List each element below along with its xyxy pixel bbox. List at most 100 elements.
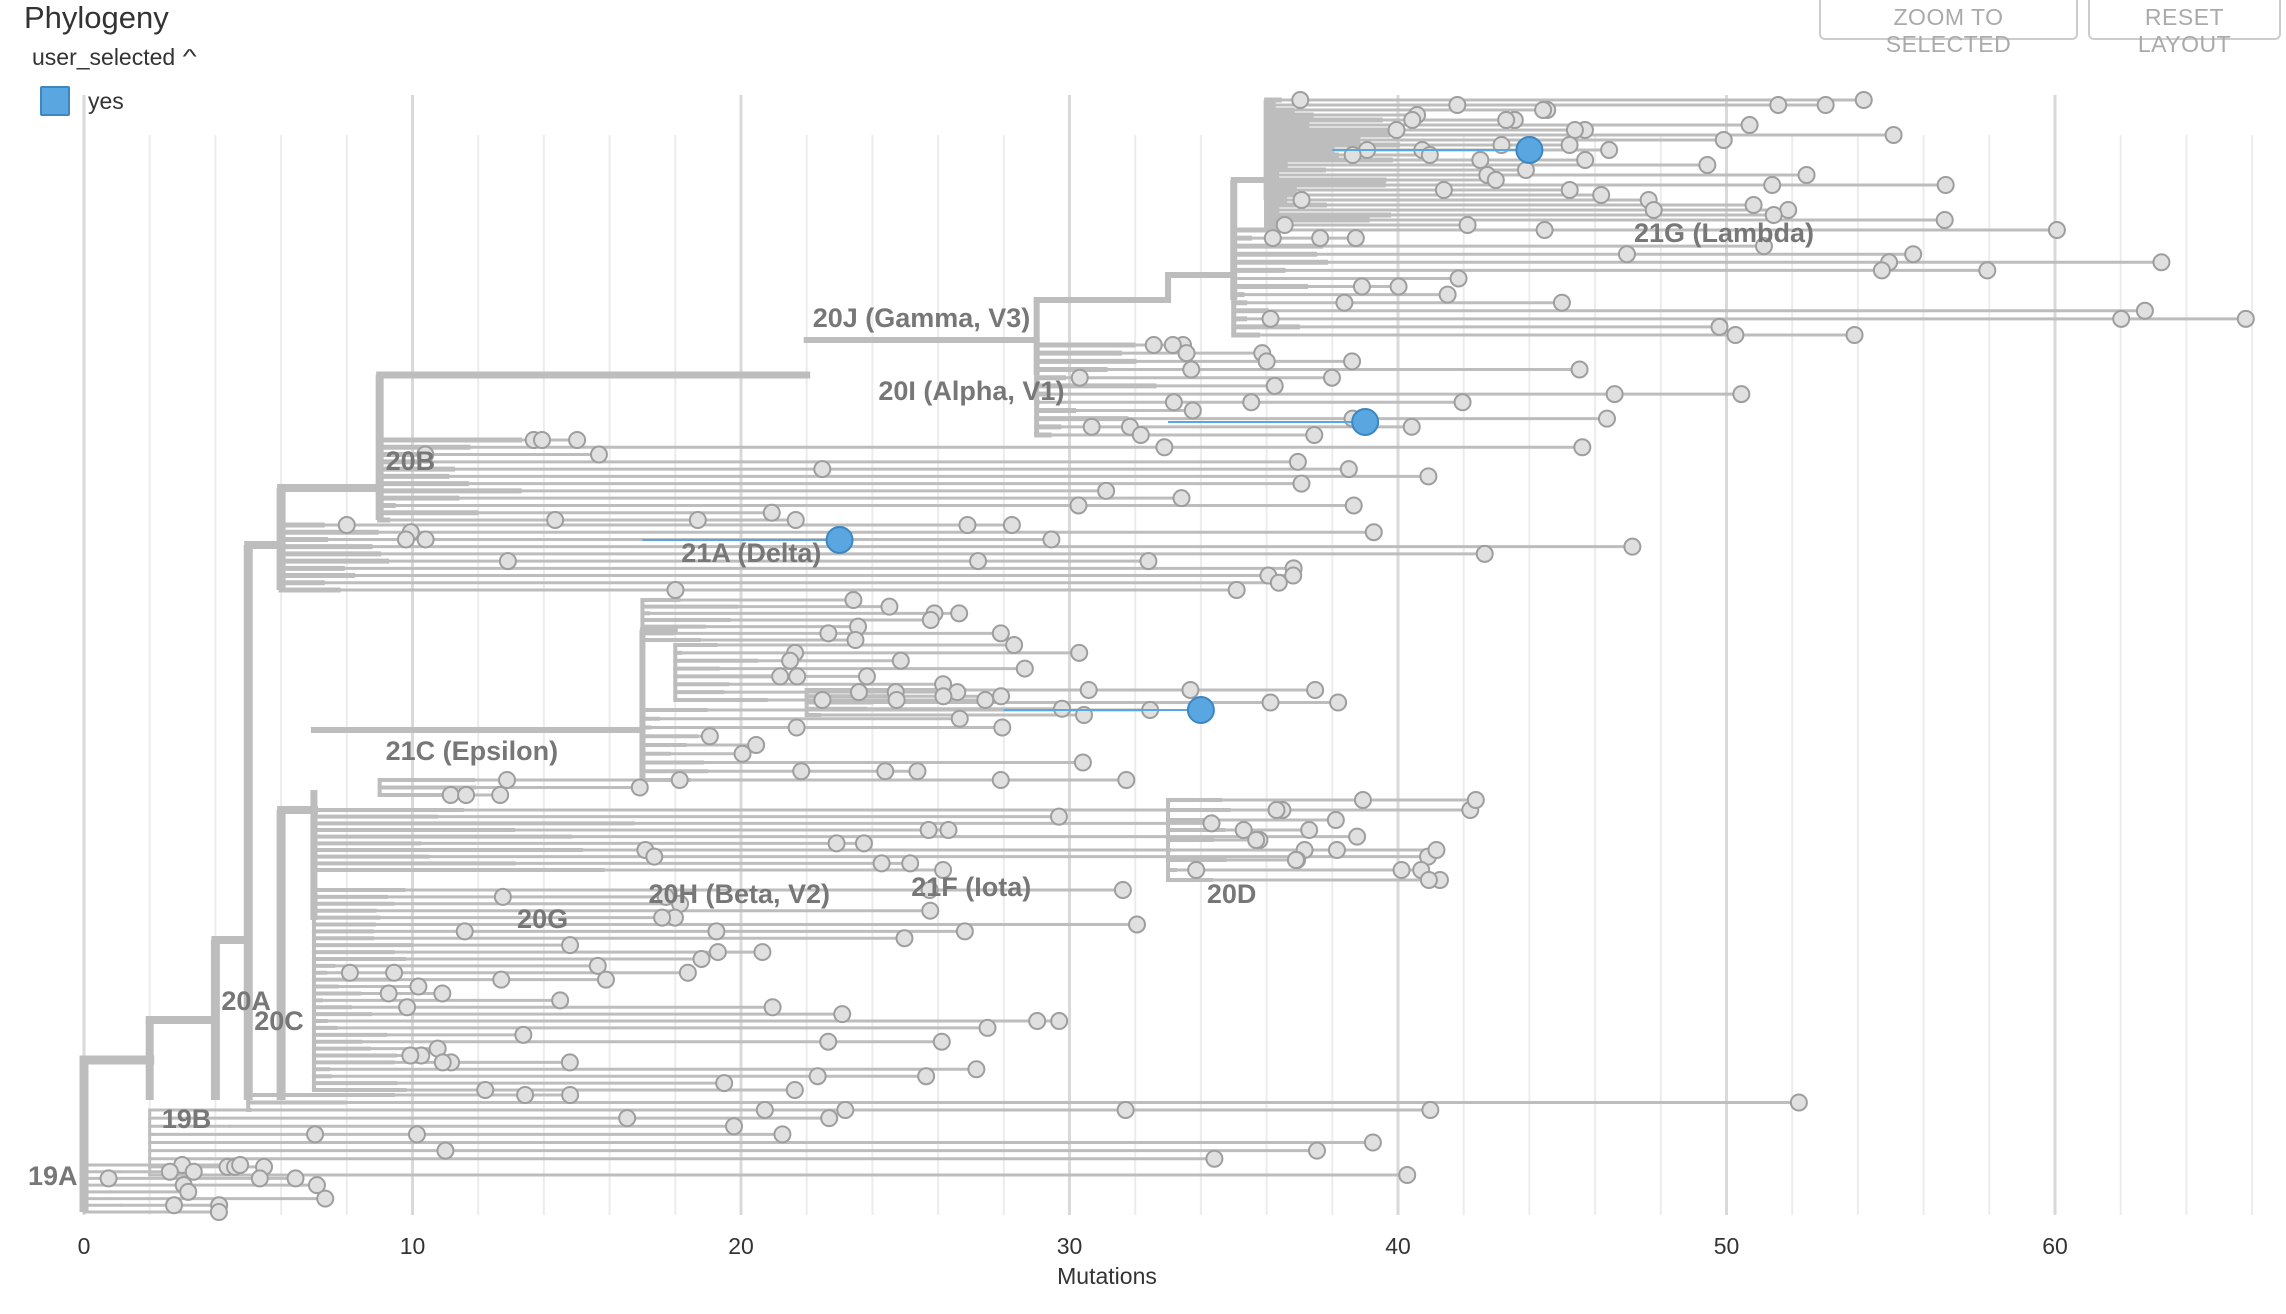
tip-node: [1326, 811, 1345, 829]
tip-node: [385, 963, 404, 982]
tip-node: [1769, 96, 1788, 114]
tip-node: [1292, 474, 1311, 493]
tip-node: [1288, 452, 1307, 471]
tip-node: [670, 771, 689, 789]
tip-node: [1079, 681, 1098, 699]
tip-node: [887, 691, 906, 709]
tip-node: [1028, 1012, 1047, 1031]
tip-node: [955, 922, 974, 941]
x-tick-label: 0: [78, 1233, 91, 1259]
tip-node: [836, 1101, 855, 1119]
zoom-to-selected-button[interactable]: ZOOM TO SELECTED: [1819, 0, 2078, 57]
tip-node: [901, 854, 920, 873]
tip-node: [99, 1169, 118, 1188]
tip-node: [781, 651, 800, 670]
clade-label: 20J (Gamma, V3): [813, 303, 1031, 333]
tip-node: [1884, 126, 1903, 144]
tip-node: [1339, 460, 1358, 479]
tip-node: [656, 887, 675, 906]
tip-node: [1402, 417, 1421, 436]
tip-node: [1797, 166, 1816, 184]
tip-node: [1387, 121, 1406, 139]
tip-node: [1116, 1101, 1135, 1119]
tip-node: [919, 821, 938, 839]
tip-node: [1261, 309, 1280, 328]
tip-node: [1070, 643, 1089, 662]
tip-node: [1935, 211, 1954, 229]
tip-node: [1042, 530, 1061, 549]
x-tick-label: 40: [1385, 1233, 1411, 1259]
tip-node: [1053, 699, 1072, 718]
selected-tips[interactable]: [642, 136, 1544, 724]
tip-node: [1364, 523, 1383, 542]
tip-node: [813, 460, 832, 479]
tip-node: [546, 511, 565, 529]
tip-node: [160, 1162, 179, 1181]
tip-node: [2047, 221, 2066, 239]
tip-node: [813, 691, 832, 709]
tip-node: [1202, 814, 1221, 833]
tip-node: [1471, 151, 1490, 169]
tip-node: [1234, 821, 1253, 839]
tip-node: [416, 530, 435, 549]
tip-node: [857, 667, 876, 686]
tip-node: [1497, 111, 1516, 129]
tip-node: [895, 929, 914, 948]
x-tick-label: 20: [728, 1233, 754, 1259]
tip-node: [788, 667, 807, 686]
tip-node: [1398, 1166, 1417, 1184]
tip-node: [379, 984, 398, 1003]
tip-node: [516, 1086, 535, 1104]
selected-tip-node: [825, 526, 854, 554]
tip-node: [1710, 317, 1729, 336]
tip-node: [820, 1109, 839, 1128]
tip-node: [1535, 221, 1554, 239]
tip-node: [678, 963, 697, 982]
tip-node: [763, 998, 782, 1017]
tip-node: [1936, 176, 1955, 194]
tip-node: [1155, 438, 1174, 457]
tree-tips[interactable]: [99, 91, 2255, 1221]
tip-node: [498, 771, 517, 789]
tip-node: [596, 970, 615, 989]
tip-node: [1698, 156, 1717, 174]
tip-node: [1073, 753, 1092, 772]
tip-node: [991, 624, 1010, 643]
legend-toggle[interactable]: user_selected ^: [32, 44, 197, 71]
tip-node: [491, 786, 510, 804]
tip-node: [773, 1125, 792, 1144]
tip-node: [1322, 368, 1341, 387]
tip-node: [286, 1169, 305, 1188]
tip-node: [1854, 91, 1873, 109]
tip-node: [1763, 176, 1782, 194]
tip-node: [1308, 1141, 1327, 1160]
tip-node: [1592, 186, 1611, 204]
tip-node: [455, 922, 474, 941]
tip-node: [1181, 681, 1200, 699]
clade-label: 21C (Epsilon): [386, 736, 559, 766]
tip-node: [1565, 121, 1584, 139]
tip-node: [1069, 496, 1088, 515]
tip-node: [1172, 489, 1191, 508]
tip-node: [958, 516, 977, 534]
reset-layout-button[interactable]: RESET LAYOUT: [2088, 0, 2281, 57]
tip-node: [1389, 277, 1408, 296]
tip-node: [1343, 352, 1362, 371]
tip-node: [1275, 216, 1294, 234]
tip-node: [1327, 841, 1346, 859]
tip-node: [1205, 1149, 1224, 1168]
tip-node: [1421, 1101, 1440, 1119]
tip-node: [1816, 96, 1835, 114]
tip-node: [1486, 171, 1505, 189]
x-axis: 0 10 20 30 40 50 60 Mutations: [78, 1233, 2068, 1289]
tip-node: [1284, 566, 1303, 585]
clade-label: 20I (Alpha, V1): [878, 376, 1064, 406]
tip-node: [1292, 191, 1311, 209]
tip-node: [1182, 360, 1201, 379]
tip-node: [1257, 352, 1276, 371]
tip-node: [1427, 841, 1446, 859]
tip-node: [1050, 1012, 1069, 1031]
tip-node: [1242, 393, 1261, 412]
legend-item-yes[interactable]: yes: [40, 86, 124, 116]
